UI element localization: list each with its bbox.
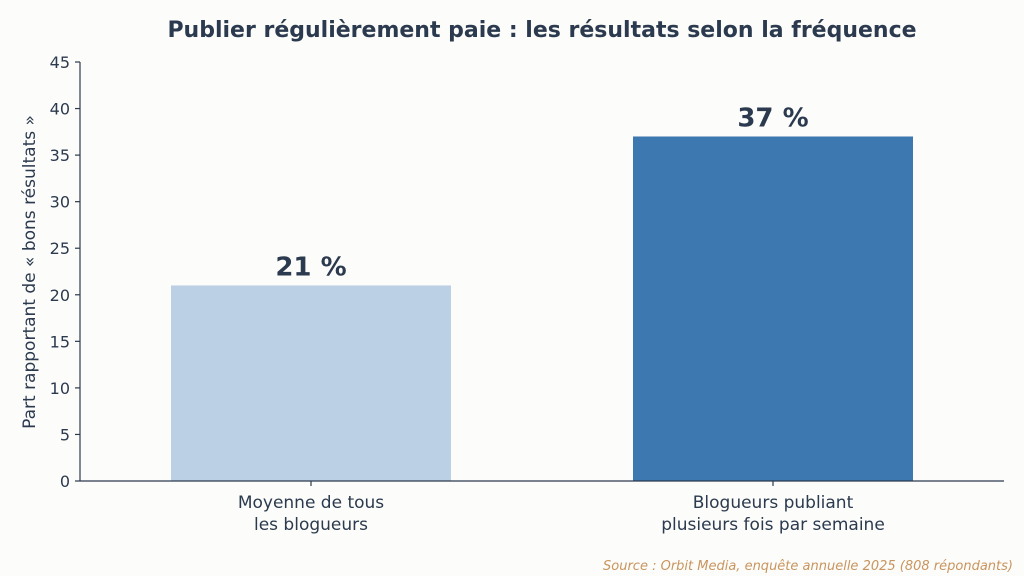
y-tick-label: 25 xyxy=(50,239,70,258)
y-axis-label: Part rapportant de « bons résultats » xyxy=(20,115,40,429)
y-tick-label: 10 xyxy=(50,379,70,398)
bars-group xyxy=(171,136,913,481)
y-tick-label: 30 xyxy=(50,193,70,212)
x-tick-label-1: Moyenne de tous les blogueurs xyxy=(238,493,384,535)
y-tick-label: 0 xyxy=(60,472,70,491)
chart-title: Publier régulièrement paie : les résulta… xyxy=(167,18,916,43)
value-labels-group: 21 % 37 % xyxy=(275,103,808,282)
bar-1 xyxy=(171,285,451,481)
y-tick-label: 40 xyxy=(50,100,70,119)
y-tick-label: 5 xyxy=(60,425,70,444)
value-label-1: 21 % xyxy=(275,252,346,282)
source-note: Source : Orbit Media, enquête annuelle 2… xyxy=(603,559,1013,574)
y-tick-label: 15 xyxy=(50,332,70,351)
x-tick-label-2: Blogueurs publiant plusieurs fois par sem… xyxy=(661,493,885,535)
y-tick-label: 45 xyxy=(50,53,70,72)
y-tick-label: 20 xyxy=(50,286,70,305)
value-label-2: 37 % xyxy=(737,103,808,133)
y-axis-ticks: 0 5 10 15 20 25 30 35 40 45 xyxy=(50,53,80,491)
y-tick-label: 35 xyxy=(50,146,70,165)
x-axis-ticks: Moyenne de tous les blogueurs Blogueurs pu… xyxy=(238,481,885,535)
bar-2 xyxy=(633,136,913,481)
